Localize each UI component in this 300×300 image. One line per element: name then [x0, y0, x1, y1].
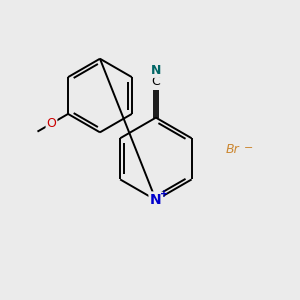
Text: C: C: [152, 75, 160, 88]
Text: +: +: [160, 189, 168, 199]
Text: O: O: [46, 117, 56, 130]
Text: −: −: [244, 142, 253, 153]
Text: N: N: [150, 193, 162, 207]
Text: Br: Br: [226, 143, 239, 157]
Text: N: N: [151, 64, 161, 77]
